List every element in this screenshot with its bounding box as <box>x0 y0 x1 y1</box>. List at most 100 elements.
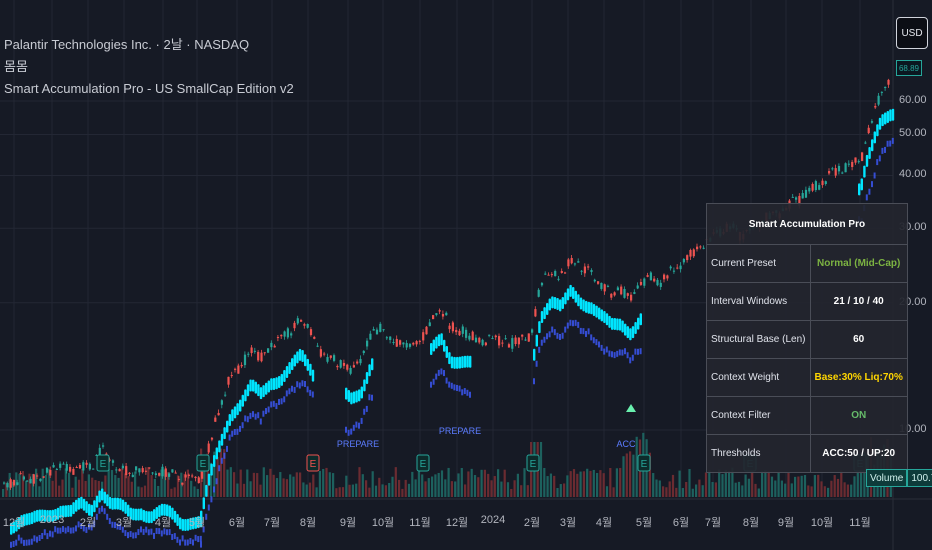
volume-bar <box>157 485 160 497</box>
candle-body <box>620 286 623 295</box>
currency-button[interactable]: USD <box>896 17 928 49</box>
accumulation-marker <box>291 358 294 371</box>
prepare-marker <box>106 513 109 520</box>
accumulation-marker <box>600 309 603 322</box>
accumulation-marker <box>608 315 611 328</box>
accumulation-marker <box>629 328 632 341</box>
volume-bar <box>295 472 298 497</box>
accumulation-marker <box>469 355 472 368</box>
candle-body <box>88 463 91 470</box>
volume-bar <box>810 486 813 497</box>
candle-body <box>9 479 12 488</box>
candle-body <box>385 337 388 339</box>
prepare-marker <box>254 413 257 420</box>
prepare-marker <box>108 518 111 525</box>
volume-bar <box>671 474 675 497</box>
accumulation-marker <box>296 351 299 364</box>
candle-body <box>144 470 148 472</box>
candle-body <box>168 473 171 477</box>
volume-bar <box>840 470 843 497</box>
candle-body <box>250 347 253 354</box>
volume-bar <box>704 472 708 497</box>
accumulation-marker <box>75 499 78 512</box>
candle-body <box>603 284 606 292</box>
indicator-title[interactable]: Smart Accumulation Pro - US SmallCap Edi… <box>4 81 294 96</box>
accumulation-marker <box>587 301 590 314</box>
accumulation-marker <box>218 440 221 453</box>
volume-bar <box>543 467 546 497</box>
accumulation-marker <box>171 507 174 520</box>
candle-body <box>19 473 22 475</box>
accumulation-marker <box>121 499 125 512</box>
candle-body <box>613 292 616 296</box>
prepare-marker <box>101 505 103 512</box>
accumulation-marker <box>865 154 869 167</box>
volume-bar <box>54 470 57 497</box>
accumulation-marker <box>275 377 278 390</box>
candle-body <box>590 270 593 273</box>
volume-bar <box>754 483 757 497</box>
candle-body <box>626 293 629 296</box>
accumulation-marker <box>137 508 140 521</box>
price-tick-label: 40.00 <box>899 168 927 181</box>
volume-bar <box>328 472 331 497</box>
volume-bar <box>84 480 87 497</box>
accumulation-marker <box>456 356 459 369</box>
prepare-marker <box>598 341 600 348</box>
candle-body <box>653 278 656 282</box>
accumulation-marker <box>270 378 273 391</box>
volume-bar <box>5 482 8 497</box>
candle-body <box>587 266 590 268</box>
prepare-marker <box>173 533 176 540</box>
candle-body <box>547 274 550 276</box>
candle-body <box>197 477 200 484</box>
accumulation-marker <box>233 406 237 419</box>
candle-body <box>207 443 210 453</box>
volume-bar <box>147 467 150 497</box>
prepare-marker <box>608 350 611 357</box>
prepare-marker <box>228 434 231 441</box>
prepare-marker <box>49 530 51 537</box>
volume-bar <box>553 475 556 497</box>
table-row: Structural Base (Len) 60 <box>706 320 908 359</box>
candle-body <box>666 275 669 279</box>
accumulation-marker <box>176 514 179 527</box>
accumulation-marker <box>228 413 231 426</box>
prepare-marker <box>311 391 314 398</box>
prepare-marker <box>291 385 293 392</box>
prepare-marker <box>613 352 616 359</box>
volume-bar <box>176 475 180 497</box>
date-tick-label: 6월 <box>672 517 690 529</box>
candle-body <box>557 278 560 280</box>
legend-icons[interactable]: 몸몸 <box>4 59 28 74</box>
volume-bar <box>183 473 186 497</box>
accumulation-marker <box>142 509 145 522</box>
volume-bar <box>186 469 189 497</box>
candle-body <box>870 121 874 123</box>
candle-body <box>121 465 124 469</box>
accumulation-marker <box>873 131 876 144</box>
prepare-marker <box>30 538 33 545</box>
date-tick-label: 5월 <box>188 517 206 529</box>
accumulation-marker <box>463 355 467 368</box>
candle-body <box>481 339 484 346</box>
candle-body <box>316 345 319 347</box>
prepare-marker <box>259 418 262 425</box>
volume-badge[interactable]: Volume 100.76M <box>866 469 932 487</box>
accumulation-marker <box>114 497 117 510</box>
candle-body <box>85 462 88 465</box>
earnings-marker <box>196 454 210 472</box>
volume-bar <box>827 487 830 497</box>
prepare-marker <box>440 368 443 375</box>
accumulation-marker <box>592 303 596 316</box>
volume-bar <box>685 481 688 497</box>
date-tick-label: 12월 <box>2 517 26 529</box>
accumulation-marker <box>49 510 52 523</box>
accumulation-marker <box>186 518 190 531</box>
accumulation-marker <box>626 326 629 339</box>
volume-bar <box>87 474 90 497</box>
candle-body <box>676 267 679 269</box>
volume-bar <box>365 480 368 497</box>
prepare-marker <box>445 377 448 384</box>
prepare-marker <box>456 384 458 391</box>
